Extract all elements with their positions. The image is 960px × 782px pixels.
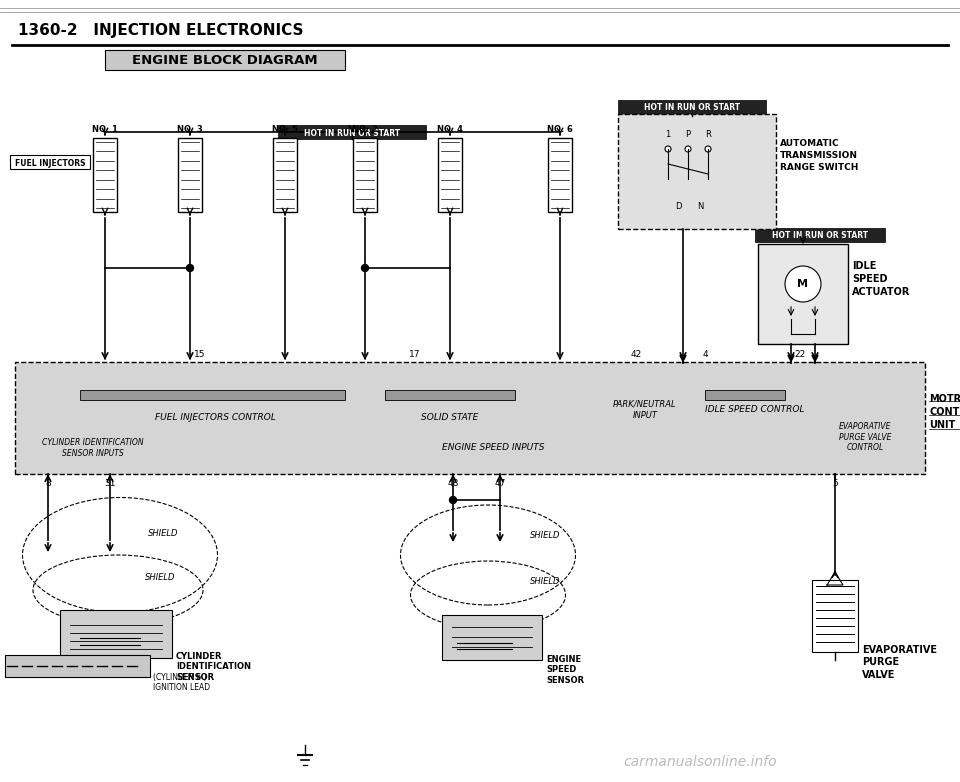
Text: ENGINE
SPEED
SENSOR: ENGINE SPEED SENSOR [546, 655, 584, 685]
Text: SHIELD: SHIELD [530, 530, 561, 540]
Text: NO. 2: NO. 2 [352, 125, 378, 134]
Bar [105, 50, 345, 70]
Text: NO. 1: NO. 1 [92, 125, 118, 134]
Text: EVAPORATIVE
PURGE
VALVE: EVAPORATIVE PURGE VALVE [862, 645, 937, 680]
Bar [755, 228, 885, 242]
Text: 22: 22 [794, 350, 805, 359]
Text: ENGINE BLOCK DIAGRAM: ENGINE BLOCK DIAGRAM [132, 55, 318, 67]
Text: 47: 47 [494, 479, 506, 488]
Bar [278, 125, 426, 139]
Bar [758, 244, 848, 344]
Text: HOT IN RUN OR START: HOT IN RUN OR START [644, 103, 740, 113]
Text: CYLINDER
IDENTIFICATION
SENSOR: CYLINDER IDENTIFICATION SENSOR [176, 652, 251, 682]
Text: N: N [697, 202, 703, 211]
Text: 1: 1 [665, 130, 671, 139]
Bar [812, 580, 858, 652]
Text: SHIELD: SHIELD [530, 577, 561, 586]
Circle shape [705, 146, 711, 152]
Text: SHIELD: SHIELD [145, 573, 176, 583]
Text: HOT IN RUN OR START: HOT IN RUN OR START [772, 231, 868, 241]
Text: AUTOMATIC
TRANSMISSION
RANGE SWITCH: AUTOMATIC TRANSMISSION RANGE SWITCH [780, 139, 858, 171]
Bar [438, 138, 462, 212]
Text: 48: 48 [447, 479, 459, 488]
Text: PARK/NEUTRAL
INPUT: PARK/NEUTRAL INPUT [613, 400, 677, 420]
Text: ENGINE SPEED INPUTS: ENGINE SPEED INPUTS [442, 443, 544, 453]
Text: M: M [798, 279, 808, 289]
Text: IDLE
SPEED
ACTUATOR: IDLE SPEED ACTUATOR [852, 261, 910, 297]
Text: 42: 42 [631, 350, 641, 359]
Text: 1360-2   INJECTION ELECTRONICS: 1360-2 INJECTION ELECTRONICS [18, 23, 303, 38]
Text: 15: 15 [194, 350, 205, 359]
Text: 5: 5 [832, 479, 838, 488]
Text: 31: 31 [105, 479, 116, 488]
Circle shape [362, 264, 369, 271]
Text: NO. 4: NO. 4 [437, 125, 463, 134]
Text: R: R [705, 130, 711, 139]
Bar [80, 390, 345, 400]
Bar [353, 138, 377, 212]
Circle shape [449, 497, 457, 504]
Bar [548, 138, 572, 212]
Text: D: D [675, 202, 682, 211]
Text: 17: 17 [409, 350, 420, 359]
Text: FUEL INJECTORS: FUEL INJECTORS [14, 159, 85, 167]
Text: SHIELD: SHIELD [148, 529, 179, 539]
Bar [15, 362, 925, 474]
Bar [5, 655, 150, 677]
Text: NO. 6: NO. 6 [547, 125, 573, 134]
Bar [273, 138, 297, 212]
Text: EVAPORATIVE
PURGE VALVE
CONTROL: EVAPORATIVE PURGE VALVE CONTROL [839, 422, 891, 452]
Text: CYLINDER IDENTIFICATION
SENSOR INPUTS: CYLINDER IDENTIFICATION SENSOR INPUTS [42, 438, 144, 457]
Bar [60, 610, 172, 658]
Bar [178, 138, 202, 212]
Text: IDLE SPEED CONTROL: IDLE SPEED CONTROL [706, 406, 804, 414]
Bar [705, 390, 785, 400]
Bar [385, 390, 515, 400]
Circle shape [186, 264, 194, 271]
Text: SOLID STATE: SOLID STATE [421, 412, 479, 421]
Text: NO. 3: NO. 3 [178, 125, 203, 134]
Text: 4: 4 [702, 350, 708, 359]
Circle shape [685, 146, 691, 152]
Text: carmanualsonline.info: carmanualsonline.info [623, 755, 777, 769]
Bar [10, 155, 90, 169]
Text: NO. 5: NO. 5 [272, 125, 298, 134]
Bar [93, 138, 117, 212]
Text: HOT IN RUN OR START: HOT IN RUN OR START [304, 128, 400, 138]
Text: 8: 8 [45, 479, 51, 488]
Circle shape [785, 266, 821, 302]
Bar [618, 100, 766, 114]
Text: (CYLINDER 6 )
IGNITION LEAD: (CYLINDER 6 ) IGNITION LEAD [153, 673, 210, 692]
Circle shape [665, 146, 671, 152]
Text: MOTRONIC
CONTROL
UNIT: MOTRONIC CONTROL UNIT [929, 394, 960, 430]
Bar [618, 114, 776, 229]
Bar [442, 615, 542, 660]
Text: FUEL INJECTORS CONTROL: FUEL INJECTORS CONTROL [155, 412, 276, 421]
Text: P: P [685, 130, 690, 139]
